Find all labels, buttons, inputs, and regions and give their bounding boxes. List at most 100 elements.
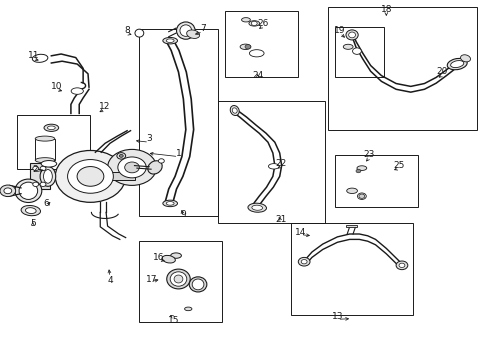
- Ellipse shape: [241, 18, 250, 22]
- Text: 3: 3: [146, 134, 152, 143]
- Ellipse shape: [447, 58, 466, 70]
- Circle shape: [40, 182, 46, 186]
- Ellipse shape: [162, 255, 175, 263]
- Polygon shape: [346, 225, 356, 227]
- Circle shape: [251, 21, 257, 26]
- Text: 18: 18: [380, 4, 391, 13]
- Text: 25: 25: [392, 161, 404, 170]
- Ellipse shape: [32, 54, 48, 62]
- Text: 8: 8: [124, 26, 130, 35]
- Ellipse shape: [356, 166, 366, 171]
- Bar: [17, 115, 90, 169]
- Ellipse shape: [19, 182, 38, 199]
- Ellipse shape: [240, 44, 250, 49]
- Ellipse shape: [25, 208, 36, 213]
- Ellipse shape: [357, 193, 366, 199]
- Circle shape: [118, 157, 146, 178]
- Circle shape: [355, 169, 360, 173]
- Ellipse shape: [352, 48, 361, 54]
- Ellipse shape: [348, 32, 355, 38]
- Circle shape: [301, 260, 306, 264]
- Circle shape: [119, 154, 123, 157]
- Text: 20: 20: [436, 68, 447, 77]
- Ellipse shape: [346, 188, 357, 194]
- Ellipse shape: [249, 50, 264, 57]
- Circle shape: [0, 185, 16, 197]
- Polygon shape: [30, 163, 50, 189]
- Bar: [217, 101, 325, 223]
- Ellipse shape: [345, 30, 357, 40]
- Circle shape: [67, 159, 113, 193]
- Text: 22: 22: [275, 159, 286, 168]
- Text: 24: 24: [251, 71, 263, 80]
- Ellipse shape: [41, 161, 57, 167]
- Circle shape: [395, 261, 407, 270]
- Ellipse shape: [166, 202, 174, 205]
- Ellipse shape: [15, 179, 42, 202]
- Circle shape: [117, 153, 125, 159]
- Circle shape: [298, 257, 309, 266]
- Ellipse shape: [449, 60, 463, 68]
- Ellipse shape: [247, 203, 266, 212]
- Circle shape: [358, 194, 364, 198]
- Circle shape: [398, 263, 404, 267]
- Ellipse shape: [251, 205, 262, 210]
- Text: 19: 19: [333, 26, 345, 35]
- Text: 12: 12: [99, 102, 111, 111]
- Ellipse shape: [21, 206, 41, 216]
- Ellipse shape: [43, 170, 52, 183]
- Ellipse shape: [460, 55, 469, 62]
- Ellipse shape: [163, 37, 177, 44]
- Bar: [334, 155, 417, 207]
- Bar: [35, 139, 55, 160]
- Ellipse shape: [268, 164, 279, 169]
- Ellipse shape: [135, 29, 143, 37]
- Bar: [139, 29, 217, 216]
- Text: 9: 9: [180, 210, 186, 219]
- Ellipse shape: [230, 105, 239, 116]
- Circle shape: [124, 162, 139, 173]
- Circle shape: [40, 166, 46, 171]
- Text: 7: 7: [200, 24, 205, 33]
- Text: 23: 23: [363, 150, 374, 159]
- Ellipse shape: [166, 39, 174, 42]
- Ellipse shape: [248, 21, 259, 26]
- Ellipse shape: [192, 279, 203, 290]
- Text: 5: 5: [30, 219, 36, 228]
- Text: 14: 14: [294, 228, 306, 237]
- Text: 11: 11: [27, 51, 39, 60]
- Text: 4: 4: [107, 276, 113, 285]
- Ellipse shape: [232, 108, 237, 113]
- Ellipse shape: [35, 158, 55, 163]
- Ellipse shape: [71, 88, 83, 94]
- Text: 13: 13: [331, 312, 343, 321]
- Circle shape: [55, 150, 125, 202]
- Ellipse shape: [44, 124, 59, 131]
- Bar: [290, 223, 412, 315]
- Text: 6: 6: [43, 199, 49, 208]
- Ellipse shape: [166, 269, 190, 289]
- Bar: [327, 7, 476, 130]
- Circle shape: [107, 149, 156, 185]
- Text: 15: 15: [167, 316, 179, 325]
- Circle shape: [244, 45, 250, 49]
- Ellipse shape: [47, 126, 55, 130]
- Text: 1: 1: [175, 148, 181, 158]
- Ellipse shape: [147, 161, 162, 174]
- Ellipse shape: [189, 277, 206, 292]
- Ellipse shape: [35, 136, 55, 141]
- Ellipse shape: [163, 200, 177, 207]
- Bar: [334, 27, 383, 77]
- Circle shape: [4, 188, 12, 194]
- Bar: [224, 11, 298, 77]
- Bar: [88, 172, 135, 180]
- Ellipse shape: [176, 22, 195, 39]
- Circle shape: [33, 166, 39, 171]
- Text: 2: 2: [32, 165, 38, 174]
- Circle shape: [33, 182, 39, 186]
- Text: 26: 26: [257, 19, 268, 28]
- Ellipse shape: [343, 44, 352, 49]
- Text: 16: 16: [153, 253, 164, 262]
- Circle shape: [77, 167, 103, 186]
- Ellipse shape: [186, 30, 199, 39]
